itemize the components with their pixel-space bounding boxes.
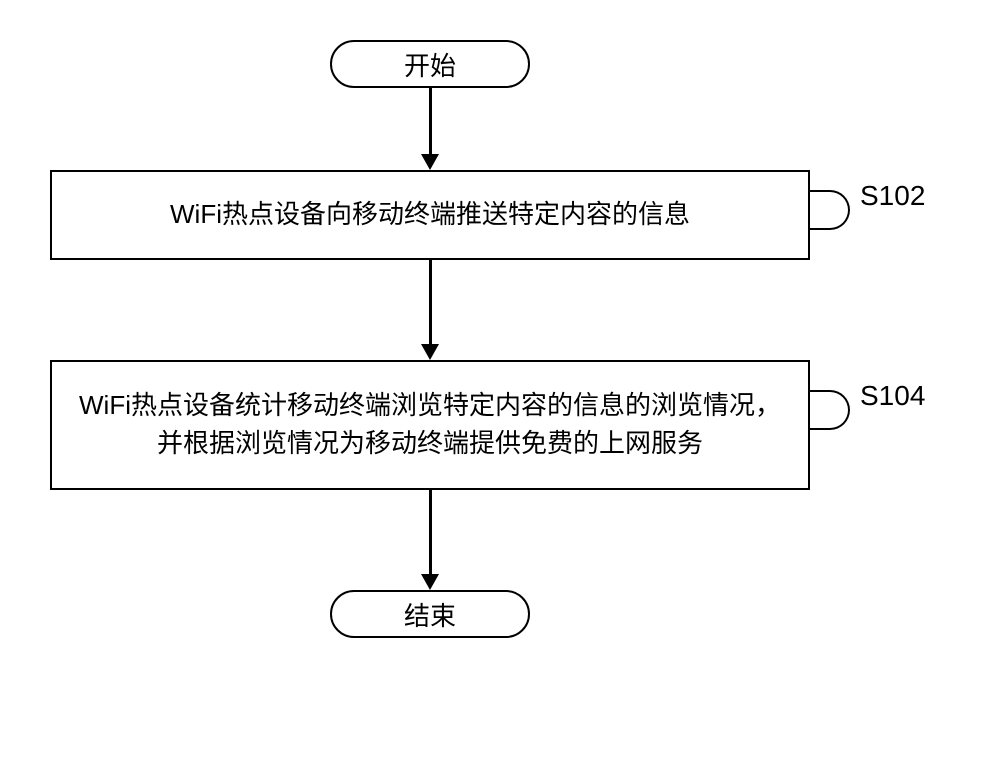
arrowhead-1: [421, 154, 439, 170]
process-s104-text: WiFi热点设备统计移动终端浏览特定内容的信息的浏览情况，并根据浏览情况为移动终…: [72, 387, 788, 462]
start-label: 开始: [404, 46, 456, 83]
arrowhead-3: [421, 574, 439, 590]
connector-s104: [810, 390, 850, 430]
end-node: 结束: [330, 590, 530, 638]
start-node: 开始: [330, 40, 530, 88]
arrowhead-2: [421, 344, 439, 360]
connector-s102: [810, 190, 850, 230]
label-s104: S104: [860, 380, 925, 412]
process-s104: WiFi热点设备统计移动终端浏览特定内容的信息的浏览情况，并根据浏览情况为移动终…: [50, 360, 810, 490]
edge-s102-s104: [429, 260, 432, 346]
process-s102: WiFi热点设备向移动终端推送特定内容的信息: [50, 170, 810, 260]
edge-start-s102: [429, 88, 432, 156]
label-s102: S102: [860, 180, 925, 212]
edge-s104-end: [429, 490, 432, 576]
end-label: 结束: [404, 596, 456, 633]
process-s102-text: WiFi热点设备向移动终端推送特定内容的信息: [170, 196, 690, 234]
